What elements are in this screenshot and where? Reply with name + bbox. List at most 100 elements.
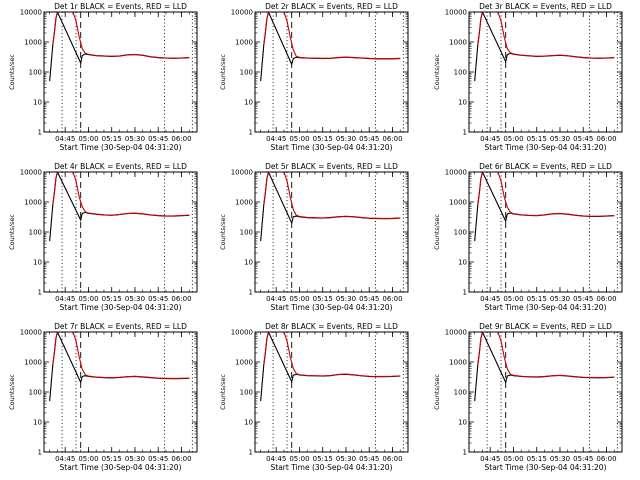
- x-tick-label: 05:00: [78, 135, 98, 143]
- x-tick-label: 04:45: [480, 295, 500, 303]
- y-tick-label: 10: [244, 99, 253, 107]
- y-tick-label: 100: [240, 389, 253, 397]
- series-lld-line: [52, 332, 190, 380]
- y-axis-label: Counts/sec: [433, 214, 441, 250]
- y-tick-label: 1000: [235, 359, 253, 367]
- x-tick-label: 05:15: [313, 295, 333, 303]
- y-tick-label: 10: [33, 419, 42, 427]
- panel-title: Det 7r BLACK = Events, RED = LLD: [54, 322, 187, 331]
- y-axis-label: Counts/sec: [8, 374, 16, 410]
- series-events-line: [260, 332, 401, 402]
- y-axis-label: Counts/sec: [219, 374, 227, 410]
- x-tick-label: 04:45: [55, 455, 75, 463]
- y-tick-label: 1000: [449, 199, 467, 207]
- y-tick-label: 10: [244, 419, 253, 427]
- x-tick-label: 06:00: [596, 455, 616, 463]
- plot-frame: [468, 331, 623, 453]
- plot-frame: [254, 11, 409, 133]
- x-axis-label: Start Time (30-Sep-04 04:31:20): [271, 463, 393, 472]
- y-axis-label: Counts/sec: [433, 54, 441, 90]
- x-tick-label: 06:00: [382, 295, 402, 303]
- x-tick-label: 05:15: [527, 455, 547, 463]
- y-tick-label: 1: [463, 289, 467, 297]
- series-lld-line: [263, 172, 401, 220]
- panel-title: Det 3r BLACK = Events, RED = LLD: [479, 2, 612, 11]
- x-tick-label: 06:00: [596, 135, 616, 143]
- series-events-line: [260, 172, 401, 242]
- detector-panel: Det 6r BLACK = Events, RED = LLD Counts/s…: [433, 162, 623, 312]
- detector-panel: Det 3r BLACK = Events, RED = LLD Counts/s…: [433, 2, 623, 152]
- panel-title: Det 6r BLACK = Events, RED = LLD: [479, 162, 612, 171]
- y-axis-label: Counts/sec: [8, 214, 16, 250]
- x-tick-label: 06:00: [171, 455, 191, 463]
- y-tick-label: 100: [240, 69, 253, 77]
- y-tick-label: 1: [463, 449, 467, 457]
- x-tick-label: 04:45: [480, 135, 500, 143]
- panel-title: Det 2r BLACK = Events, RED = LLD: [265, 2, 398, 11]
- series-events-line: [260, 12, 401, 82]
- x-tick-label: 05:30: [550, 135, 570, 143]
- y-tick-label: 10: [33, 99, 42, 107]
- x-tick-label: 05:45: [148, 135, 168, 143]
- plot-frame: [43, 171, 198, 293]
- x-tick-label: 05:00: [78, 455, 98, 463]
- y-tick-label: 1: [249, 289, 253, 297]
- series-lld-line: [477, 332, 615, 379]
- x-axis-label: Start Time (30-Sep-04 04:31:20): [485, 303, 607, 312]
- plot-frame: [254, 331, 409, 453]
- x-tick-label: 05:15: [102, 295, 122, 303]
- x-tick-label: 05:45: [148, 455, 168, 463]
- x-axis-label: Start Time (30-Sep-04 04:31:20): [485, 463, 607, 472]
- x-tick-label: 05:00: [289, 295, 309, 303]
- y-tick-label: 1: [38, 289, 42, 297]
- x-tick-label: 05:30: [125, 135, 145, 143]
- panel-title: Det 8r BLACK = Events, RED = LLD: [265, 322, 398, 331]
- y-tick-label: 10000: [231, 9, 253, 17]
- x-tick-label: 06:00: [596, 295, 616, 303]
- y-tick-label: 1000: [24, 199, 42, 207]
- series-lld-line: [52, 172, 190, 217]
- panel-title: Det 4r BLACK = Events, RED = LLD: [54, 162, 187, 171]
- y-tick-label: 10: [458, 259, 467, 267]
- x-tick-label: 04:45: [266, 295, 286, 303]
- series-lld-line: [477, 172, 615, 217]
- y-tick-label: 1000: [235, 39, 253, 47]
- detector-panel: Det 2r BLACK = Events, RED = LLD Counts/s…: [219, 2, 409, 152]
- x-tick-label: 05:00: [78, 295, 98, 303]
- series-lld-line: [477, 12, 615, 59]
- y-axis-label: Counts/sec: [8, 54, 16, 90]
- x-tick-label: 05:00: [503, 295, 523, 303]
- x-tick-label: 05:45: [573, 135, 593, 143]
- y-tick-label: 1000: [235, 199, 253, 207]
- x-tick-label: 04:45: [266, 135, 286, 143]
- y-tick-label: 100: [29, 389, 42, 397]
- x-tick-label: 04:45: [55, 295, 75, 303]
- x-axis-label: Start Time (30-Sep-04 04:31:20): [60, 303, 182, 312]
- series-events-line: [49, 12, 190, 82]
- series-events-line: [49, 172, 190, 242]
- x-tick-label: 05:15: [313, 135, 333, 143]
- x-tick-label: 06:00: [382, 135, 402, 143]
- y-tick-label: 10000: [20, 329, 42, 337]
- x-tick-label: 05:30: [550, 455, 570, 463]
- x-tick-label: 05:15: [313, 455, 333, 463]
- y-tick-label: 10000: [445, 329, 467, 337]
- y-tick-label: 10000: [20, 169, 42, 177]
- series-events-line: [474, 12, 615, 82]
- panel-title: Det 5r BLACK = Events, RED = LLD: [265, 162, 398, 171]
- x-axis-label: Start Time (30-Sep-04 04:31:20): [271, 143, 393, 152]
- x-tick-label: 05:00: [289, 135, 309, 143]
- x-tick-label: 06:00: [171, 295, 191, 303]
- x-tick-label: 05:45: [359, 455, 379, 463]
- x-tick-label: 05:45: [573, 295, 593, 303]
- y-tick-label: 10: [244, 259, 253, 267]
- detector-panel: Det 8r BLACK = Events, RED = LLD Counts/s…: [219, 322, 409, 472]
- y-tick-label: 10: [458, 99, 467, 107]
- detector-panel: Det 7r BLACK = Events, RED = LLD Counts/s…: [8, 322, 198, 472]
- x-tick-label: 04:45: [266, 455, 286, 463]
- x-tick-label: 05:30: [550, 295, 570, 303]
- y-tick-label: 100: [454, 69, 467, 77]
- series-events-line: [474, 172, 615, 242]
- series-events-line: [49, 332, 190, 402]
